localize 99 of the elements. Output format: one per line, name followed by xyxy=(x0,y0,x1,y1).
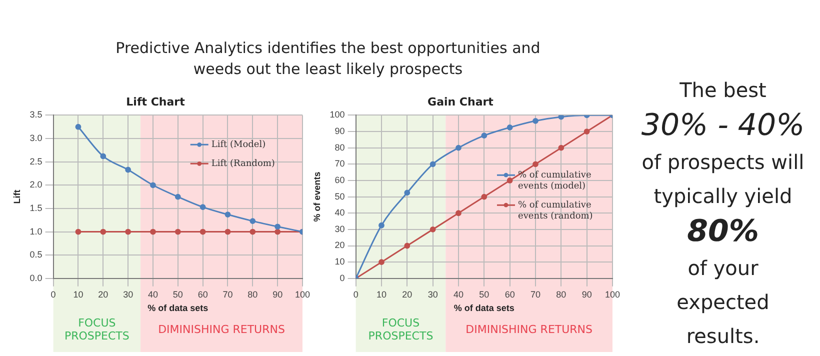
point xyxy=(430,161,436,168)
point xyxy=(378,222,384,228)
text: 30% - 40% xyxy=(640,107,806,145)
x-tick-label: 70 xyxy=(530,289,540,300)
text: of your xyxy=(686,255,760,282)
point xyxy=(250,228,256,235)
point xyxy=(274,224,281,230)
y-tick-label: 2.0 xyxy=(30,180,42,190)
point xyxy=(481,194,488,200)
point xyxy=(404,242,410,249)
point xyxy=(174,228,181,235)
point xyxy=(150,182,156,188)
chart-title: Lift Chart xyxy=(126,95,185,108)
legend-label: % of cumulative events (random) xyxy=(518,200,593,222)
x-tick-label: 60 xyxy=(504,289,515,300)
band-label: FOCUS PROSPECTS xyxy=(368,316,434,343)
chart-title: Gain Chart xyxy=(428,95,494,108)
x-tick-label: 10 xyxy=(73,289,84,300)
point xyxy=(274,228,281,235)
x-tick-label: 40 xyxy=(453,289,464,300)
legend-label: % of cumulative events (model) xyxy=(518,170,592,192)
x-tick-label: 50 xyxy=(172,289,183,300)
x-tick-label: 100 xyxy=(604,289,620,300)
point xyxy=(481,132,488,139)
point xyxy=(430,226,436,232)
x-tick-label: 50 xyxy=(479,289,490,300)
y-tick-label: 3.5 xyxy=(30,110,42,120)
x-tick-label: 80 xyxy=(248,289,258,300)
point xyxy=(456,210,462,216)
point xyxy=(558,115,564,120)
x-tick-label: 0 xyxy=(50,289,56,300)
band-label: FOCUS PROSPECTS xyxy=(64,316,130,343)
legend-label: Lift (Model) xyxy=(211,140,266,150)
x-tick-label: 70 xyxy=(222,289,233,300)
y-tick-label: 1.0 xyxy=(30,226,42,236)
point xyxy=(75,228,82,235)
legend-label: Lift (Random) xyxy=(211,159,275,170)
point xyxy=(100,153,106,160)
point xyxy=(100,228,106,235)
y-tick-label: 0 xyxy=(340,272,345,283)
x-tick-label: 20 xyxy=(98,289,108,300)
point xyxy=(404,190,410,196)
point xyxy=(506,178,513,184)
text: Predictive Analytics identifies the best opportunities and weeds out the least likely prospects xyxy=(114,38,542,80)
band-label: DIMINISHING RETURNS xyxy=(466,323,593,336)
y-tick-label: 60 xyxy=(334,174,345,185)
x-tick-label: 30 xyxy=(428,289,438,300)
y-tick-label: 10 xyxy=(334,256,345,267)
point xyxy=(125,228,132,235)
point xyxy=(558,144,564,151)
x-tick-label: 80 xyxy=(556,289,566,300)
point xyxy=(200,228,206,235)
x-tick-label: 0 xyxy=(353,289,358,300)
x-tick-label: 90 xyxy=(272,289,283,300)
point xyxy=(224,212,231,218)
text: typically yield xyxy=(652,183,794,210)
x-tick-label: 40 xyxy=(148,289,158,300)
y-tick-label: 3.0 xyxy=(30,133,42,143)
x-axis-title: % of data sets xyxy=(148,303,208,314)
x-tick-label: 30 xyxy=(123,289,134,300)
point xyxy=(75,124,82,130)
point xyxy=(150,228,156,235)
point xyxy=(532,118,538,124)
text: of prospects will xyxy=(640,149,806,176)
y-axis-title: % of events xyxy=(312,172,322,222)
point xyxy=(378,259,384,266)
y-tick-label: 40 xyxy=(334,208,345,218)
x-tick-label: 100 xyxy=(294,289,310,300)
y-tick-label: 0.5 xyxy=(30,250,42,260)
y-tick-label: 30 xyxy=(334,224,345,234)
point xyxy=(250,218,256,224)
x-axis-title: % of data sets xyxy=(454,303,514,314)
point xyxy=(224,228,231,235)
point xyxy=(532,161,538,168)
point xyxy=(200,204,206,210)
y-tick-label: 90 xyxy=(334,126,345,136)
text: 80% xyxy=(686,213,760,251)
x-tick-label: 20 xyxy=(402,289,412,300)
point xyxy=(584,128,590,134)
point xyxy=(456,144,462,151)
point xyxy=(174,194,181,200)
band-label: DIMINISHING RETURNS xyxy=(158,323,285,336)
y-tick-label: 70 xyxy=(334,158,345,169)
text: The best xyxy=(678,77,768,104)
y-axis-title: Lift xyxy=(12,190,22,204)
y-tick-label: 100 xyxy=(330,110,345,120)
point xyxy=(125,166,132,173)
x-tick-label: 90 xyxy=(582,289,592,300)
text: expected xyxy=(676,289,770,316)
text: results. xyxy=(685,323,761,350)
y-tick-label: 0.0 xyxy=(30,272,42,283)
y-tick-label: 1.5 xyxy=(30,202,42,213)
y-tick-label: 80 xyxy=(334,142,345,152)
x-tick-label: 10 xyxy=(376,289,386,300)
x-tick-label: 60 xyxy=(198,289,208,300)
point xyxy=(506,124,513,130)
y-tick-label: 50 xyxy=(334,191,345,202)
y-tick-label: 20 xyxy=(334,240,345,250)
y-tick-label: 2.5 xyxy=(30,156,42,166)
